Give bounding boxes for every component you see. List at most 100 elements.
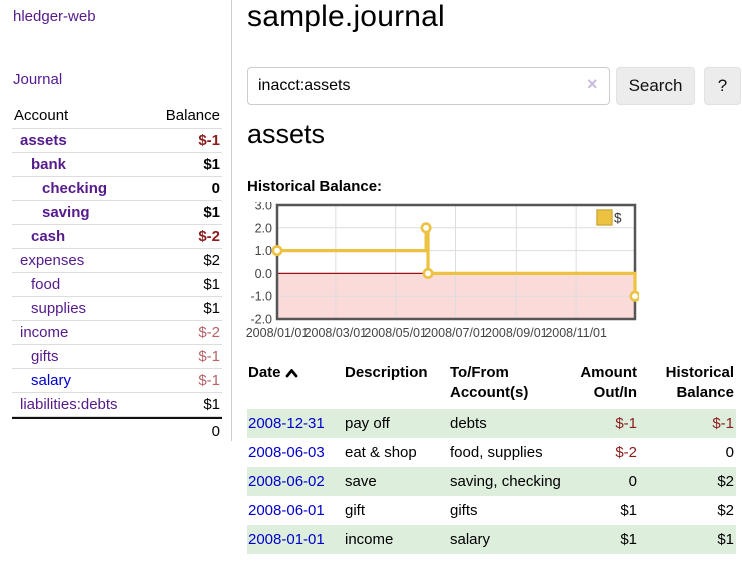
data-point-marker xyxy=(629,290,639,302)
register-cell-description: income xyxy=(345,531,394,548)
data-point-marker xyxy=(271,245,283,257)
register-cell-balance: $2 xyxy=(717,502,734,519)
column-header-date[interactable]: Date xyxy=(247,361,344,409)
register-table: Date Description To/From Account(s) Amou… xyxy=(247,361,736,554)
sidebar-account-balance: $1 xyxy=(203,300,220,317)
sidebar-account-link-checking[interactable]: checking xyxy=(42,180,108,197)
search-button[interactable]: Search xyxy=(616,67,695,105)
column-header-tofrom: To/From Account(s) xyxy=(449,361,566,409)
register-cell-description: eat & shop xyxy=(345,444,417,461)
plot-border xyxy=(275,203,637,321)
sidebar-account-row: gifts $-1 xyxy=(12,345,222,369)
sidebar-account-balance: $-1 xyxy=(198,132,220,149)
sidebar-account-link-salary[interactable]: salary xyxy=(31,372,72,389)
register-cell-balance: $2 xyxy=(717,473,734,490)
sidebar-account-balance: $-2 xyxy=(198,228,220,245)
transaction-date-link[interactable]: 2008-01-01 xyxy=(248,531,325,548)
accounts-header-account: Account xyxy=(14,107,69,124)
sidebar-account-row: checking 0 xyxy=(12,177,222,201)
sidebar-account-balance: $1 xyxy=(203,276,220,293)
brand-link[interactable]: hledger-web xyxy=(13,8,96,25)
sidebar-account-link-supplies[interactable]: supplies xyxy=(31,300,87,317)
sidebar-account-row: expenses $2 xyxy=(12,249,222,273)
x-tick-label: 2008/11/01 xyxy=(545,326,607,340)
register-header-row: Date Description To/From Account(s) Amou… xyxy=(247,361,736,409)
sidebar-account-balance: $-1 xyxy=(198,348,220,365)
sidebar-account-link-liabilities-debts[interactable]: liabilities:debts xyxy=(20,396,118,413)
accounts-header: Account Balance xyxy=(12,103,222,129)
register-cell-amount: 0 xyxy=(628,473,637,490)
help-button[interactable]: ? xyxy=(704,67,741,105)
column-header-balance: Historical Balance xyxy=(639,361,736,409)
sidebar-account-row: bank $1 xyxy=(12,153,222,177)
register-cell-description: pay off xyxy=(345,415,390,432)
legend-label: $ xyxy=(614,211,622,226)
column-header-amount: Amount Out/In xyxy=(566,361,639,409)
sidebar-account-link-food[interactable]: food xyxy=(31,276,61,293)
sidebar-account-link-cash[interactable]: cash xyxy=(31,228,66,245)
transaction-date-link[interactable]: 2008-06-03 xyxy=(248,444,325,461)
sidebar-account-balance: $-1 xyxy=(198,372,220,389)
sidebar-account-balance: $2 xyxy=(203,252,220,269)
register-cell-accounts: gifts xyxy=(450,502,478,519)
register-cell-amount: $1 xyxy=(620,531,637,548)
transaction-date-link[interactable]: 2008-12-31 xyxy=(248,415,325,432)
accounts-tree: Account Balance assets $-1 bank $1 checking 0… xyxy=(12,103,222,443)
transaction-date-link[interactable]: 2008-06-02 xyxy=(248,473,325,490)
sidebar-account-link-bank[interactable]: bank xyxy=(31,156,67,173)
register-row: 2008-12-31 pay off debts $-1 $-1 xyxy=(247,409,736,438)
data-point-marker xyxy=(420,222,432,234)
register-cell-accounts: saving, checking xyxy=(450,473,561,490)
register-cell-description: save xyxy=(345,473,377,490)
y-tick-label: -1.0 xyxy=(250,290,272,304)
register-cell-accounts: debts xyxy=(450,415,487,432)
y-tick-label: -2.0 xyxy=(250,313,272,327)
x-tick-label: 2008/05/01 xyxy=(364,326,427,340)
sidebar: hledger-web Journal Account Balance asse… xyxy=(0,0,232,441)
register-cell-amount: $-2 xyxy=(615,444,637,461)
accounts-total-value: 0 xyxy=(211,422,220,440)
sidebar-account-balance: $1 xyxy=(203,396,220,413)
register-cell-balance: $-1 xyxy=(712,415,734,432)
register-cell-date: 2008-06-02 xyxy=(247,467,344,496)
column-header-balance-line2: Balance xyxy=(676,384,734,401)
register-cell-date: 2008-06-03 xyxy=(247,438,344,467)
sidebar-account-row: liabilities:debts $1 xyxy=(12,393,222,417)
x-tick-label: 2008/01/01 xyxy=(246,326,309,340)
sidebar-account-balance: $1 xyxy=(203,156,220,173)
sort-ascending-icon xyxy=(285,364,298,384)
register-row: 2008-06-01 gift gifts $1 $2 xyxy=(247,496,736,525)
accounts-total-row: 0 xyxy=(12,417,222,443)
sidebar-account-link-assets[interactable]: assets xyxy=(20,132,67,149)
register-cell-description: gift xyxy=(345,502,366,519)
sidebar-account-link-gifts[interactable]: gifts xyxy=(31,348,59,365)
legend-swatch xyxy=(596,209,613,226)
register-cell-amount: $1 xyxy=(620,502,637,519)
sidebar-account-row: salary $-1 xyxy=(12,369,222,393)
data-point-marker xyxy=(422,267,434,279)
clear-search-icon[interactable]: × xyxy=(587,74,598,94)
sidebar-account-link-income[interactable]: income xyxy=(20,324,69,341)
x-tick-label: 2008/09/01 xyxy=(485,326,548,340)
register-cell-date: 2008-01-01 xyxy=(247,525,344,554)
sidebar-account-link-expenses[interactable]: expenses xyxy=(20,252,85,269)
page-title: sample.journal xyxy=(247,0,445,33)
register-cell-balance: 0 xyxy=(725,444,734,461)
sidebar-account-balance: $1 xyxy=(203,204,220,221)
x-tick-label: 2008/03/01 xyxy=(305,326,368,340)
column-header-amount-line2: Out/In xyxy=(593,384,637,401)
x-tick-label: 2008/07/01 xyxy=(424,326,487,340)
sidebar-account-row: assets $-1 xyxy=(12,129,222,153)
sidebar-item-journal[interactable]: Journal xyxy=(13,71,63,88)
column-header-amount-line1: Amount xyxy=(580,364,637,381)
sidebar-account-row: income $-2 xyxy=(12,321,222,345)
y-tick-label: 0.0 xyxy=(255,267,272,281)
y-tick-label: 2.0 xyxy=(255,221,272,235)
sidebar-account-link-saving[interactable]: saving xyxy=(42,204,90,221)
sidebar-account-row: food $1 xyxy=(12,273,222,297)
search-input[interactable] xyxy=(247,67,610,105)
register-row: 2008-06-03 eat & shop food, supplies $-2 0 xyxy=(247,438,736,467)
transaction-date-link[interactable]: 2008-06-01 xyxy=(248,502,325,519)
column-header-date-label: Date xyxy=(248,364,281,381)
